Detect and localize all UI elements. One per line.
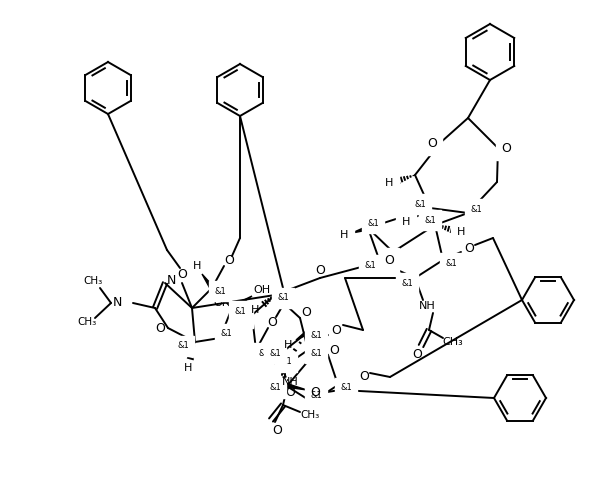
Text: &1: &1 xyxy=(214,286,226,295)
Text: O: O xyxy=(301,306,311,320)
Text: O: O xyxy=(177,268,187,281)
Polygon shape xyxy=(234,307,253,317)
Polygon shape xyxy=(202,274,213,289)
Text: CH₃: CH₃ xyxy=(300,410,320,420)
Text: &1: &1 xyxy=(220,330,232,339)
Text: &1: &1 xyxy=(445,258,457,267)
Polygon shape xyxy=(285,383,307,390)
Text: H: H xyxy=(385,178,393,188)
Text: &1: &1 xyxy=(470,205,482,214)
Text: O: O xyxy=(501,141,511,154)
Text: &1: &1 xyxy=(340,383,352,392)
Text: O: O xyxy=(331,324,341,337)
Text: &1: &1 xyxy=(424,216,436,225)
Text: O: O xyxy=(285,385,295,398)
Text: O: O xyxy=(310,385,320,398)
Text: NH: NH xyxy=(282,377,298,387)
Text: H: H xyxy=(284,340,292,350)
Text: O: O xyxy=(224,253,234,266)
Text: &1: &1 xyxy=(269,383,281,392)
Text: &1: &1 xyxy=(258,349,270,358)
Text: &1: &1 xyxy=(177,342,189,351)
Text: O: O xyxy=(359,371,369,383)
Text: &1: &1 xyxy=(280,358,292,367)
Polygon shape xyxy=(296,330,309,340)
Text: &1: &1 xyxy=(414,200,426,209)
Text: O: O xyxy=(155,322,165,335)
Text: O: O xyxy=(329,344,339,357)
Polygon shape xyxy=(231,296,252,310)
Polygon shape xyxy=(352,226,368,233)
Text: O: O xyxy=(315,264,325,277)
Text: O: O xyxy=(464,242,474,254)
Text: H: H xyxy=(340,230,348,240)
Text: H: H xyxy=(251,305,259,315)
Text: O: O xyxy=(427,136,437,149)
Text: H: H xyxy=(402,217,410,227)
Text: &1: &1 xyxy=(234,306,246,316)
Text: CH₃: CH₃ xyxy=(77,317,96,327)
Text: N: N xyxy=(112,296,122,309)
Text: NH: NH xyxy=(418,301,435,311)
Text: &1: &1 xyxy=(310,349,322,358)
Polygon shape xyxy=(414,206,431,218)
Text: H: H xyxy=(193,261,201,271)
Text: N: N xyxy=(166,273,175,286)
Text: &1: &1 xyxy=(269,349,281,358)
Text: H: H xyxy=(457,227,465,237)
Text: &1: &1 xyxy=(401,278,413,287)
Text: O: O xyxy=(272,423,282,437)
Text: &1: &1 xyxy=(277,293,289,302)
Text: &1: &1 xyxy=(364,260,376,269)
Text: OH: OH xyxy=(213,298,230,308)
Text: O: O xyxy=(412,348,422,361)
Text: H: H xyxy=(184,363,192,373)
Text: OH: OH xyxy=(253,285,271,295)
Text: &1: &1 xyxy=(310,331,322,340)
Text: O: O xyxy=(267,316,277,329)
Text: &1: &1 xyxy=(310,391,322,400)
Text: O: O xyxy=(384,253,394,266)
Text: &1: &1 xyxy=(367,219,379,228)
Text: &1: &1 xyxy=(236,314,248,323)
Text: CH₃: CH₃ xyxy=(443,337,463,347)
Text: CH₃: CH₃ xyxy=(83,276,103,286)
